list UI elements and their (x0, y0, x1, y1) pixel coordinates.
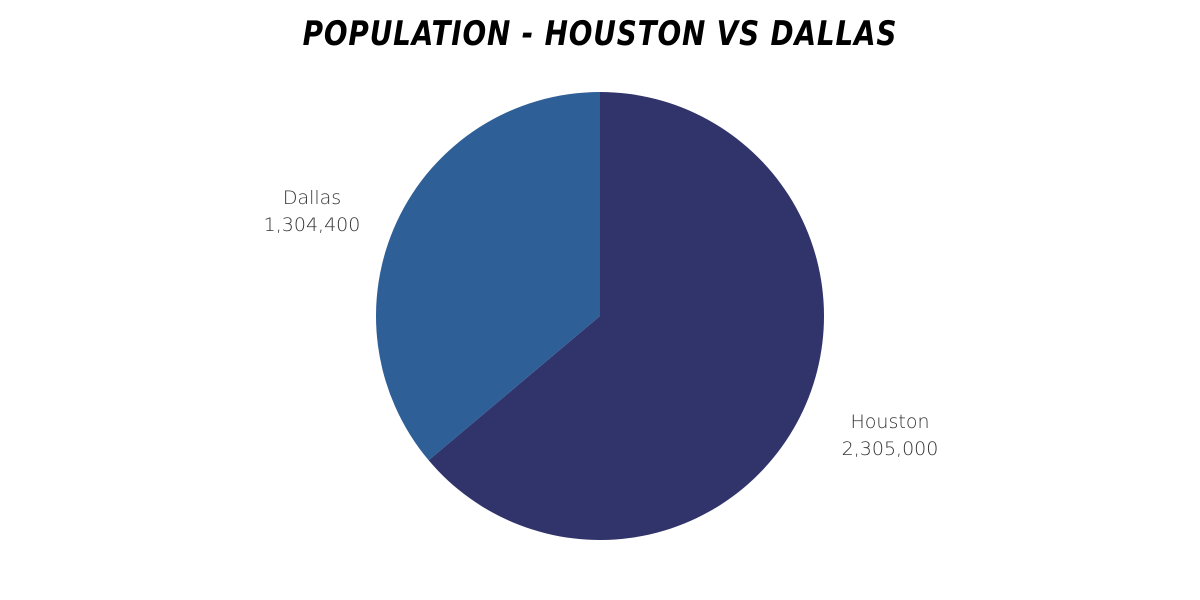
slice-label-value-dallas: 1,304,400 (264, 214, 361, 236)
pie-slice-houston (428, 92, 825, 540)
slice-label-value-houston: 2,305,000 (842, 438, 939, 460)
slice-label-name-houston: Houston (851, 411, 930, 433)
chart-title: POPULATION - HOUSTON VS DALLAS (302, 14, 898, 54)
pie-slice-dallas (376, 92, 600, 461)
slice-label-name-dallas: Dallas (283, 187, 341, 209)
